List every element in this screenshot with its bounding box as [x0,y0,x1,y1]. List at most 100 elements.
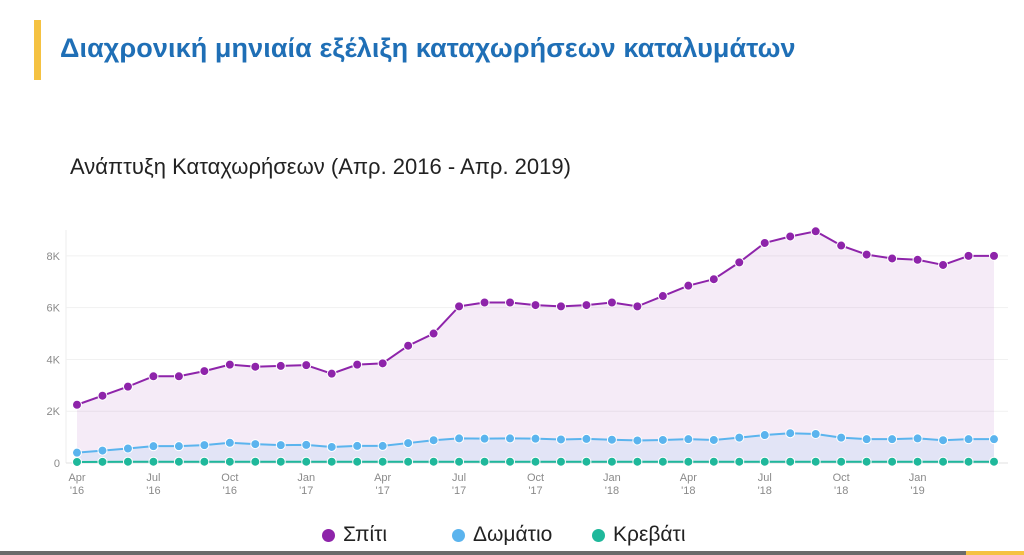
data-point[interactable] [581,456,592,467]
data-point[interactable] [759,456,770,467]
data-point[interactable] [734,432,745,443]
data-point[interactable] [861,249,872,260]
data-point[interactable] [250,456,261,467]
data-point[interactable] [326,368,337,379]
data-point[interactable] [250,439,261,450]
data-point[interactable] [708,434,719,445]
data-point[interactable] [657,456,668,467]
data-point[interactable] [785,231,796,242]
data-point[interactable] [530,433,541,444]
data-point[interactable] [785,428,796,439]
data-point[interactable] [912,456,923,467]
data-point[interactable] [377,358,388,369]
data-point[interactable] [530,456,541,467]
data-point[interactable] [301,439,312,450]
data-point[interactable] [173,441,184,452]
data-point[interactable] [759,237,770,248]
data-point[interactable] [148,456,159,467]
legend-item-domatio[interactable]: Δωμάτιο [452,520,552,550]
data-point[interactable] [97,456,108,467]
data-point[interactable] [301,456,312,467]
data-point[interactable] [97,390,108,401]
data-point[interactable] [403,438,414,449]
data-point[interactable] [555,301,566,312]
data-point[interactable] [377,440,388,451]
data-point[interactable] [301,360,312,371]
data-point[interactable] [963,250,974,261]
data-point[interactable] [989,250,999,261]
data-point[interactable] [581,300,592,311]
data-point[interactable] [250,361,261,372]
data-point[interactable] [810,226,821,237]
data-point[interactable] [454,433,465,444]
data-point[interactable] [759,430,770,441]
data-point[interactable] [734,257,745,268]
data-point[interactable] [810,429,821,440]
data-point[interactable] [352,440,363,451]
data-point[interactable] [275,456,286,467]
data-point[interactable] [72,399,82,410]
data-point[interactable] [912,433,923,444]
data-point[interactable] [683,456,694,467]
data-point[interactable] [989,434,999,445]
data-point[interactable] [861,434,872,445]
data-point[interactable] [734,456,745,467]
data-point[interactable] [454,456,465,467]
data-point[interactable] [326,441,337,452]
data-point[interactable] [352,359,363,370]
data-point[interactable] [606,297,617,308]
data-point[interactable] [810,456,821,467]
data-point[interactable] [72,447,82,458]
legend-item-krevati[interactable]: Κρεβάτι [592,520,686,550]
data-point[interactable] [606,434,617,445]
data-point[interactable] [708,456,719,467]
data-point[interactable] [938,435,949,446]
data-point[interactable] [887,456,898,467]
data-point[interactable] [632,301,643,312]
data-point[interactable] [836,456,847,467]
data-point[interactable] [428,435,439,446]
data-point[interactable] [148,441,159,452]
data-point[interactable] [352,456,363,467]
data-point[interactable] [683,280,694,291]
data-point[interactable] [199,440,210,451]
data-point[interactable] [403,340,414,351]
data-point[interactable] [555,456,566,467]
data-point[interactable] [148,371,159,382]
data-point[interactable] [989,456,999,467]
data-point[interactable] [479,456,490,467]
legend-item-spiti[interactable]: Σπίτι [322,520,387,550]
data-point[interactable] [912,254,923,265]
data-point[interactable] [275,360,286,371]
data-point[interactable] [657,291,668,302]
data-point[interactable] [836,432,847,443]
data-point[interactable] [275,440,286,451]
data-point[interactable] [963,434,974,445]
data-point[interactable] [785,456,796,467]
data-point[interactable] [632,435,643,446]
data-point[interactable] [887,253,898,264]
data-point[interactable] [530,300,541,311]
data-point[interactable] [505,433,516,444]
data-point[interactable] [861,456,872,467]
data-point[interactable] [199,456,210,467]
data-point[interactable] [505,297,516,308]
data-point[interactable] [708,274,719,285]
data-point[interactable] [326,456,337,467]
data-point[interactable] [224,456,235,467]
data-point[interactable] [122,381,133,392]
data-point[interactable] [224,437,235,448]
data-point[interactable] [606,456,617,467]
data-point[interactable] [657,434,668,445]
data-point[interactable] [403,456,414,467]
data-point[interactable] [836,240,847,251]
data-point[interactable] [173,456,184,467]
data-point[interactable] [555,434,566,445]
data-point[interactable] [454,301,465,312]
data-point[interactable] [887,434,898,445]
data-point[interactable] [963,456,974,467]
data-point[interactable] [505,456,516,467]
data-point[interactable] [428,456,439,467]
data-point[interactable] [581,433,592,444]
data-point[interactable] [632,456,643,467]
